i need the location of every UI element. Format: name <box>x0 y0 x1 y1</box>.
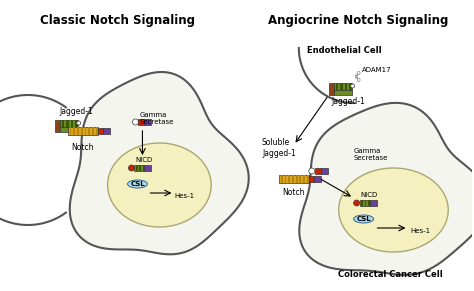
FancyBboxPatch shape <box>102 128 109 134</box>
Circle shape <box>351 84 355 88</box>
Text: CSL: CSL <box>130 181 145 187</box>
FancyBboxPatch shape <box>73 127 75 135</box>
Text: Notch: Notch <box>282 188 304 197</box>
Text: Angiocrine Notch Signaling: Angiocrine Notch Signaling <box>268 14 449 27</box>
FancyBboxPatch shape <box>315 168 321 174</box>
Text: CSL: CSL <box>356 216 371 222</box>
FancyBboxPatch shape <box>62 120 64 127</box>
Ellipse shape <box>128 180 147 188</box>
FancyBboxPatch shape <box>60 120 78 127</box>
FancyBboxPatch shape <box>296 175 298 183</box>
FancyBboxPatch shape <box>300 175 301 183</box>
FancyBboxPatch shape <box>334 90 352 95</box>
FancyBboxPatch shape <box>84 127 86 135</box>
Circle shape <box>357 72 360 74</box>
FancyBboxPatch shape <box>92 127 94 135</box>
Text: Endothelial Cell: Endothelial Cell <box>307 46 382 55</box>
Text: Jagged-1: Jagged-1 <box>60 107 93 116</box>
FancyBboxPatch shape <box>66 120 69 127</box>
FancyBboxPatch shape <box>336 83 338 90</box>
FancyBboxPatch shape <box>75 120 78 127</box>
Ellipse shape <box>108 143 211 227</box>
FancyBboxPatch shape <box>279 175 309 183</box>
FancyBboxPatch shape <box>60 127 78 132</box>
FancyBboxPatch shape <box>370 200 376 206</box>
FancyBboxPatch shape <box>143 165 145 171</box>
FancyBboxPatch shape <box>68 127 98 135</box>
FancyBboxPatch shape <box>281 175 283 183</box>
FancyBboxPatch shape <box>98 128 102 134</box>
FancyBboxPatch shape <box>70 127 72 135</box>
Circle shape <box>133 119 138 125</box>
FancyBboxPatch shape <box>292 175 294 183</box>
FancyBboxPatch shape <box>136 165 138 171</box>
FancyBboxPatch shape <box>88 127 90 135</box>
Text: Gamma
Secretase: Gamma Secretase <box>139 112 174 125</box>
FancyBboxPatch shape <box>360 200 370 206</box>
FancyBboxPatch shape <box>334 83 352 90</box>
Ellipse shape <box>354 215 374 223</box>
FancyBboxPatch shape <box>361 200 363 206</box>
Circle shape <box>354 200 360 206</box>
FancyBboxPatch shape <box>71 120 73 127</box>
FancyBboxPatch shape <box>321 168 328 174</box>
FancyBboxPatch shape <box>307 175 309 183</box>
Circle shape <box>309 168 315 174</box>
FancyBboxPatch shape <box>365 200 366 206</box>
Text: Notch: Notch <box>72 143 94 152</box>
Circle shape <box>77 121 81 125</box>
FancyBboxPatch shape <box>309 176 314 182</box>
FancyBboxPatch shape <box>345 83 347 90</box>
Text: Colorectal Cancer Cell: Colorectal Cancer Cell <box>338 270 443 279</box>
FancyBboxPatch shape <box>55 120 60 132</box>
FancyBboxPatch shape <box>284 175 286 183</box>
Ellipse shape <box>339 168 448 252</box>
FancyBboxPatch shape <box>340 83 343 90</box>
Circle shape <box>357 79 360 81</box>
Text: ADAM17: ADAM17 <box>362 67 391 73</box>
Text: Hes-1: Hes-1 <box>174 193 194 199</box>
FancyBboxPatch shape <box>139 165 141 171</box>
FancyBboxPatch shape <box>368 200 370 206</box>
FancyBboxPatch shape <box>288 175 290 183</box>
FancyBboxPatch shape <box>135 165 145 171</box>
Text: Hes-1: Hes-1 <box>410 228 430 234</box>
FancyBboxPatch shape <box>303 175 305 183</box>
Text: Classic Notch Signaling: Classic Notch Signaling <box>40 14 195 27</box>
Text: Gamma
Secretase: Gamma Secretase <box>354 148 388 161</box>
FancyBboxPatch shape <box>349 83 352 90</box>
FancyBboxPatch shape <box>138 119 145 125</box>
Polygon shape <box>70 72 249 254</box>
FancyBboxPatch shape <box>329 83 334 95</box>
Circle shape <box>128 165 135 171</box>
Text: Jagged-1: Jagged-1 <box>332 97 365 106</box>
FancyBboxPatch shape <box>81 127 82 135</box>
FancyBboxPatch shape <box>145 119 151 125</box>
Text: NICD: NICD <box>360 192 377 198</box>
FancyBboxPatch shape <box>314 176 321 182</box>
Polygon shape <box>299 103 474 275</box>
Text: NICD: NICD <box>136 157 153 163</box>
Text: Soluble
Jagged-1: Soluble Jagged-1 <box>262 138 296 158</box>
FancyBboxPatch shape <box>145 165 151 171</box>
FancyBboxPatch shape <box>96 127 98 135</box>
FancyBboxPatch shape <box>77 127 79 135</box>
